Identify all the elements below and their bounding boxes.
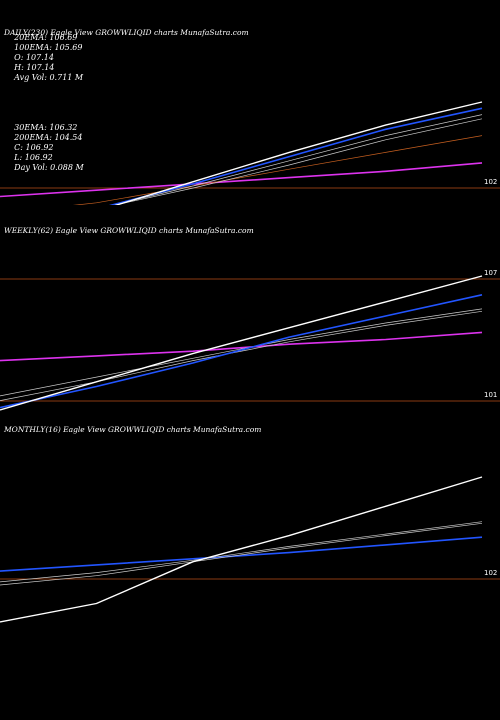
weekly-panel-title: WEEKLY(62) Eagle View GROWWLIQID charts … — [4, 226, 254, 235]
series-line-0 — [0, 476, 483, 623]
y-tick-label: 107 — [484, 269, 497, 277]
y-tick-label: 102 — [484, 569, 497, 577]
high-stat: H: 107.14 — [14, 63, 55, 72]
series-line-3 — [0, 310, 483, 401]
series-line-4 — [72, 135, 483, 205]
avg-vol-stat: Avg Vol: 0.711 M — [14, 73, 84, 82]
series-line-2 — [0, 308, 483, 397]
ema20-stat: 20EMA: 106.69 — [14, 33, 78, 42]
ema30-stat: 30EMA: 106.32 — [14, 123, 78, 132]
stats-header: 20EMA: 106.69 100EMA: 105.69 O: 107.14 H… — [4, 3, 84, 193]
series-line-1 — [108, 107, 483, 205]
day-vol-stat: Day Vol: 0.088 M — [14, 163, 84, 172]
ema100-stat: 100EMA: 105.69 — [14, 43, 83, 52]
close-stat: C: 106.92 — [14, 143, 54, 152]
y-tick-label: 102 — [484, 178, 497, 186]
ema200-stat: 200EMA: 104.54 — [14, 133, 83, 142]
daily-panel-title: DAILY(230) Eagle View GROWWLIQID charts … — [4, 28, 249, 37]
monthly-panel-title: MONTHLY(16) Eagle View GROWWLIQID charts… — [4, 425, 262, 434]
monthly-chart: 102 — [0, 476, 500, 623]
open-stat: O: 107.14 — [14, 53, 54, 62]
series-line-1 — [0, 521, 483, 583]
series-line-1 — [0, 294, 483, 409]
series-line-3 — [113, 118, 483, 205]
weekly-chart: 107 101 — [0, 269, 500, 411]
series-line-4 — [0, 331, 483, 362]
series-line-3 — [0, 536, 483, 572]
daily-chart: 102 — [0, 101, 500, 205]
series-line-2 — [0, 522, 483, 586]
y-tick-label: 101 — [484, 391, 497, 399]
series-line-5 — [0, 162, 483, 198]
series-line-0 — [0, 275, 483, 411]
series-line-0 — [114, 101, 483, 205]
low-stat: L: 106.92 — [14, 153, 53, 162]
series-line-2 — [112, 114, 483, 205]
